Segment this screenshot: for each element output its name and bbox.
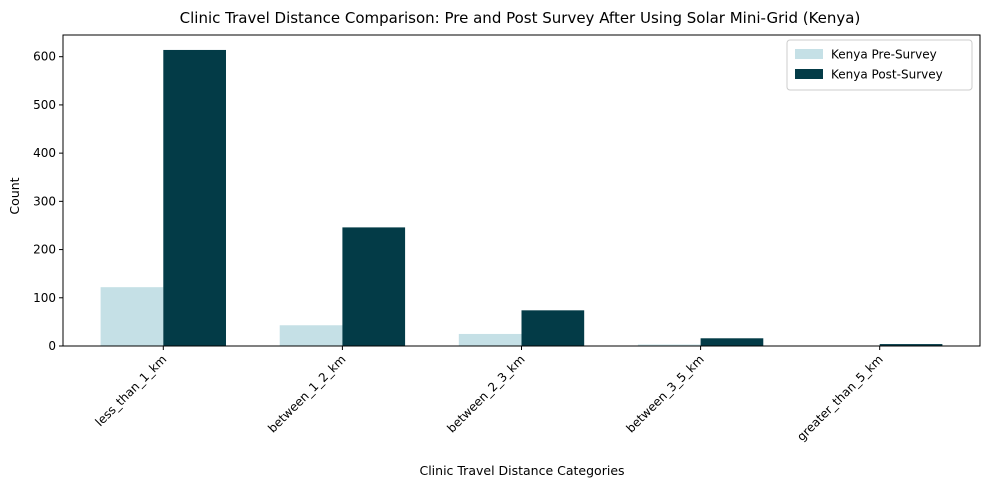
x-axis-label: Clinic Travel Distance Categories <box>419 463 624 478</box>
y-tick-label: 400 <box>33 146 56 160</box>
bar-post-between_1_2_km <box>342 227 406 346</box>
x-tick-label: greater_than_5_km <box>794 352 886 444</box>
x-tick-label: between_2_3_km <box>444 352 527 435</box>
bar-post-greater_than_5_km <box>879 344 943 346</box>
y-tick-label: 500 <box>33 98 56 112</box>
chart-title: Clinic Travel Distance Comparison: Pre a… <box>180 9 861 27</box>
y-tick-label: 300 <box>33 194 56 208</box>
y-axis-label: Count <box>7 177 22 214</box>
bar-pre-between_1_2_km <box>279 325 343 346</box>
legend-label-pre: Kenya Pre-Survey <box>831 48 937 62</box>
bar-pre-less_than_1_km <box>100 287 164 346</box>
x-tick-label: less_than_1_km <box>93 352 170 429</box>
bar-pre-between_3_5_km <box>637 344 701 346</box>
y-tick-label: 100 <box>33 291 56 305</box>
bar-post-less_than_1_km <box>163 49 226 346</box>
legend-box <box>786 39 973 91</box>
legend-label-post: Kenya Post-Survey <box>831 68 943 82</box>
legend: Kenya Pre-Survey Kenya Post-Survey <box>786 39 973 91</box>
bars-layer <box>100 49 943 346</box>
y-tick-label: 200 <box>33 243 56 257</box>
bar-post-between_3_5_km <box>700 338 764 346</box>
legend-swatch-pre <box>795 49 823 59</box>
y-tick-label: 600 <box>33 50 56 64</box>
y-tick-label: 0 <box>48 339 56 353</box>
bar-post-between_2_3_km <box>521 310 585 346</box>
x-tick-label: between_3_5_km <box>623 352 706 435</box>
x-tick-label: between_1_2_km <box>265 352 348 435</box>
bar-pre-between_2_3_km <box>458 333 522 346</box>
legend-swatch-post <box>795 69 823 79</box>
